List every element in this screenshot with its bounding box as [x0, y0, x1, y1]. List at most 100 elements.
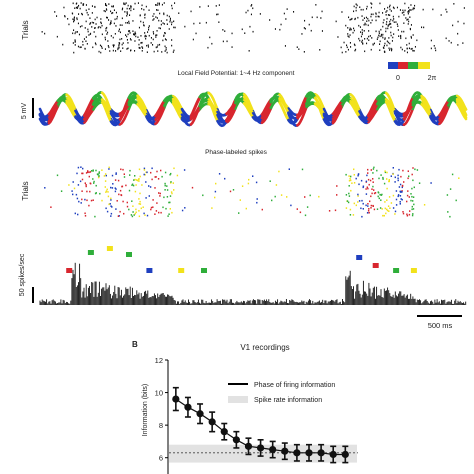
phase-spike	[126, 201, 128, 204]
spike-mark	[118, 46, 120, 49]
spike-mark	[412, 8, 414, 11]
phase-spike	[122, 168, 124, 171]
spike-mark	[44, 32, 46, 35]
spike-mark	[353, 5, 355, 8]
v1-y-tick-label: 10	[155, 389, 163, 398]
phase-spike	[367, 209, 370, 212]
phase-spike	[402, 169, 404, 172]
spike-mark	[387, 27, 389, 30]
spike-mark	[413, 50, 415, 52]
spike-mark	[382, 21, 384, 24]
spike-mark	[405, 17, 407, 19]
phase-spike	[164, 171, 167, 174]
spike-mark	[222, 40, 224, 43]
phase-spike	[164, 184, 166, 187]
phase-spike	[140, 207, 142, 210]
lfp-trace-segment	[447, 95, 459, 102]
spike-mark	[130, 7, 132, 9]
spike-mark	[398, 35, 400, 37]
phase-spike	[123, 173, 125, 175]
spike-mark	[364, 50, 366, 53]
spike-mark	[216, 13, 218, 16]
phase-spike	[211, 207, 213, 209]
phase-spike	[161, 175, 163, 178]
spike-mark	[231, 32, 233, 35]
spike-mark	[142, 47, 144, 49]
lfp-panel: Local Field Potential: 1~4 Hz component …	[21, 62, 468, 128]
lfp-trace-segment	[47, 99, 60, 116]
spike-mark	[433, 45, 435, 47]
phase-spike	[93, 180, 95, 183]
spike-mark	[384, 42, 386, 45]
phase-spike	[372, 178, 374, 180]
lfp-trace-segment	[331, 102, 344, 118]
phase-spike	[139, 200, 141, 203]
spike-mark	[140, 35, 142, 37]
spike-mark	[171, 4, 173, 7]
lfp-trace-segment	[127, 93, 139, 104]
phase-spike	[370, 207, 372, 209]
spike-mark	[400, 34, 402, 37]
spike-mark	[435, 49, 437, 52]
phase-info-point	[281, 447, 289, 455]
psth-bars	[39, 262, 467, 305]
phase-spike	[412, 167, 414, 169]
spike-mark	[390, 31, 392, 34]
phase-spike	[411, 205, 413, 208]
time-scale-label: 500 ms	[428, 321, 453, 330]
phase-spike	[138, 178, 140, 180]
spike-mark	[140, 42, 142, 44]
spike-mark	[403, 11, 405, 14]
phase-spike	[128, 208, 130, 211]
lfp-trace-segment	[216, 119, 228, 128]
phase-spike	[114, 187, 116, 189]
spike-mark	[348, 16, 350, 19]
phase-trials-label: Trials	[21, 181, 30, 200]
phase-spike	[401, 190, 403, 192]
phase-spike	[392, 207, 395, 209]
phase-spike	[169, 173, 171, 176]
spike-mark	[382, 25, 384, 28]
phase-spike	[362, 202, 364, 205]
spike-mark	[141, 41, 143, 44]
phase-spike	[134, 212, 136, 215]
spike-mark	[413, 7, 415, 10]
spike-mark	[345, 51, 347, 53]
phase-spike	[88, 171, 90, 174]
spike-mark	[90, 32, 92, 35]
phase-spike	[183, 169, 186, 171]
spike-mark	[384, 37, 386, 39]
phase-spike	[173, 167, 175, 170]
phase-spike	[374, 192, 377, 194]
spike-mark	[141, 4, 143, 7]
spike-mark	[159, 27, 161, 30]
spike-mark	[284, 45, 286, 47]
spike-mark	[396, 6, 398, 9]
phase-spike	[134, 190, 137, 193]
phase-spike	[129, 174, 131, 176]
phase-spike	[400, 175, 402, 178]
phase-spike	[397, 179, 399, 182]
spike-mark	[409, 16, 411, 18]
lfp-trace-segment	[455, 97, 468, 117]
phase-spike	[133, 214, 135, 216]
lfp-trace-segment	[118, 103, 131, 117]
spike-mark	[390, 26, 392, 29]
phase-spike	[355, 177, 357, 180]
spike-mark	[357, 16, 359, 19]
spike-mark	[152, 19, 154, 21]
spike-mark	[87, 14, 89, 16]
phase-spike	[387, 205, 390, 207]
phase-spike	[309, 194, 311, 197]
phase-spike	[241, 185, 244, 187]
phase-spike	[148, 185, 150, 187]
phase-spike	[379, 207, 382, 209]
phase-spike	[139, 192, 141, 195]
spike-mark	[126, 11, 128, 13]
phase-spike	[112, 183, 114, 185]
lfp-trace-segment	[313, 102, 326, 116]
spike-mark	[85, 36, 87, 38]
lfp-trace-segment	[358, 115, 370, 123]
phase-spike	[418, 182, 421, 184]
spike-mark	[409, 27, 411, 30]
